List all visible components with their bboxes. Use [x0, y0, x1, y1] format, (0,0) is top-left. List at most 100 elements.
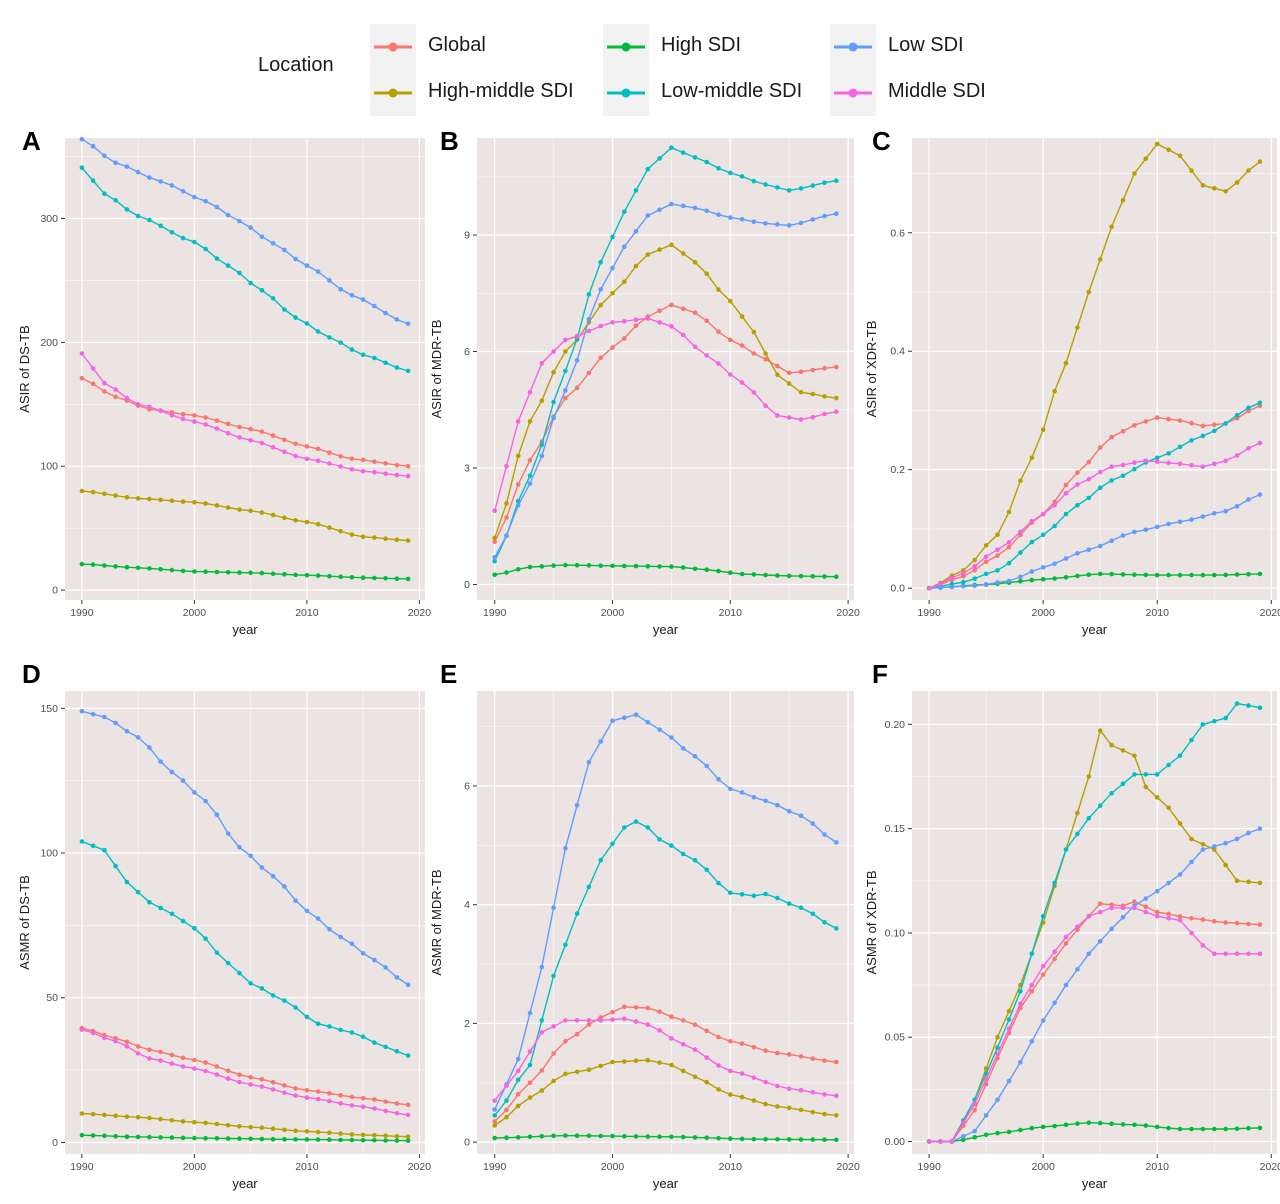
data-point — [214, 1121, 220, 1127]
data-point — [692, 205, 698, 211]
data-point — [169, 769, 175, 775]
series-high-sdi — [79, 561, 411, 582]
data-point — [1154, 909, 1160, 915]
data-point — [775, 413, 780, 418]
data-point — [79, 839, 85, 844]
data-point — [349, 941, 355, 947]
data-point — [113, 198, 118, 203]
data-point — [225, 1068, 231, 1074]
data-point — [259, 288, 265, 293]
data-point — [1040, 532, 1046, 538]
data-point — [645, 252, 651, 257]
data-point — [574, 1018, 580, 1023]
data-point — [102, 380, 107, 386]
data-point — [282, 884, 287, 889]
data-point — [598, 323, 603, 329]
data-point — [1200, 722, 1206, 727]
data-point — [716, 361, 721, 366]
data-point — [539, 564, 545, 569]
data-point — [360, 575, 366, 580]
data-point — [1257, 922, 1263, 927]
x-tick-label: 2010 — [1146, 607, 1170, 619]
data-point — [1154, 1124, 1160, 1130]
data-point — [1223, 572, 1228, 578]
data-point — [338, 1027, 343, 1033]
data-point — [259, 1077, 265, 1082]
data-point — [1063, 360, 1069, 366]
data-point — [147, 496, 152, 502]
data-point — [763, 182, 768, 187]
y-tick-label: 0.6 — [890, 227, 905, 239]
data-point — [1212, 186, 1217, 191]
data-point — [822, 832, 827, 837]
data-point — [1132, 753, 1137, 758]
data-point — [338, 528, 343, 534]
data-point — [304, 908, 310, 914]
series-high-middle-sdi — [79, 488, 411, 543]
data-point — [1212, 919, 1217, 924]
y-tick-label: 0.2 — [890, 464, 905, 476]
x-tick-label: 2010 — [295, 607, 319, 619]
data-point — [798, 390, 804, 395]
data-point — [563, 846, 568, 851]
data-point — [1246, 703, 1251, 708]
data-point — [563, 562, 568, 568]
data-point — [1075, 470, 1080, 476]
data-point — [728, 372, 733, 377]
data-point — [716, 329, 721, 335]
data-point — [669, 242, 674, 248]
data-point — [383, 471, 388, 477]
data-point — [1143, 572, 1149, 578]
data-point — [405, 473, 411, 479]
data-point — [586, 1022, 592, 1027]
data-point — [1200, 464, 1206, 470]
data-point — [1212, 461, 1217, 467]
data-point — [405, 538, 411, 543]
data-point — [763, 1136, 768, 1142]
data-point — [822, 574, 827, 579]
data-point — [237, 1072, 242, 1077]
data-point — [372, 1097, 377, 1102]
data-point — [315, 458, 321, 464]
data-point — [657, 1060, 662, 1065]
plot-background — [477, 691, 854, 1154]
series-low-sdi — [492, 712, 839, 1112]
y-axis-title: ASMR of XDR-TB — [864, 870, 879, 974]
data-point — [1109, 926, 1114, 932]
data-point — [622, 563, 627, 569]
data-point — [1029, 1125, 1035, 1131]
data-point — [751, 390, 757, 395]
data-point — [79, 488, 85, 494]
data-point — [1109, 434, 1114, 440]
data-point — [1177, 418, 1183, 423]
data-point — [680, 332, 686, 338]
data-point — [360, 1137, 366, 1143]
data-point — [1154, 455, 1160, 461]
data-point — [147, 1115, 152, 1121]
data-point — [798, 220, 804, 226]
data-point — [214, 418, 220, 423]
data-point — [394, 1138, 400, 1143]
data-point — [282, 1090, 287, 1095]
data-point — [1189, 1126, 1194, 1132]
data-point — [360, 1104, 366, 1110]
data-point — [610, 1009, 615, 1015]
panel-e: 1990 2000 2010 2020 0 2 4 6 year ASMR of MDR-TB E — [429, 659, 860, 1191]
data-point — [214, 204, 220, 210]
data-point — [983, 543, 989, 548]
data-point — [372, 469, 377, 475]
data-point — [834, 926, 839, 931]
data-point — [192, 1066, 197, 1071]
data-point — [539, 1030, 545, 1035]
data-point — [214, 426, 220, 431]
data-point — [961, 1137, 966, 1143]
data-point — [1200, 433, 1206, 439]
x-tick-label: 2010 — [1146, 1161, 1170, 1173]
data-point — [586, 1018, 592, 1023]
data-point — [113, 387, 118, 392]
data-point — [1075, 325, 1080, 330]
series-line — [494, 244, 837, 539]
data-point — [327, 1091, 332, 1096]
y-tick-label: 0 — [464, 579, 470, 591]
data-point — [259, 440, 265, 446]
